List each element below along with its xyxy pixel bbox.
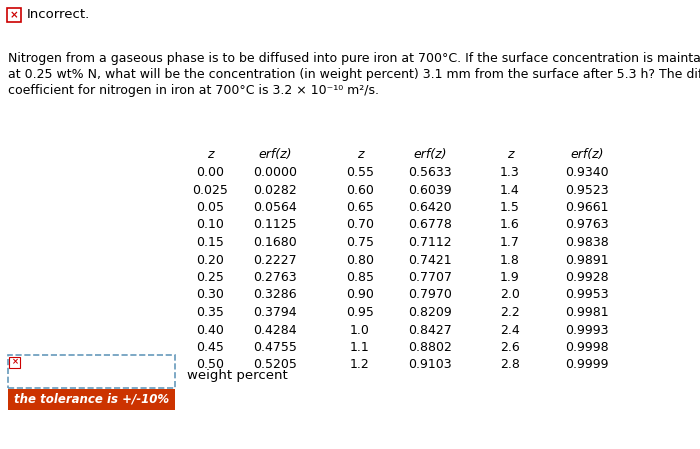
Text: 1.9: 1.9 [500, 271, 520, 284]
Text: 0.025: 0.025 [192, 184, 228, 197]
Text: 0.15: 0.15 [196, 236, 224, 249]
Text: 0.35: 0.35 [196, 306, 224, 319]
Text: 0.9763: 0.9763 [565, 219, 609, 232]
Text: 0.6420: 0.6420 [408, 201, 452, 214]
Text: ×: × [11, 357, 18, 366]
Text: weight percent: weight percent [187, 369, 288, 382]
Text: 0.9999: 0.9999 [566, 358, 609, 371]
Text: 0.9928: 0.9928 [565, 271, 609, 284]
Text: 0.9998: 0.9998 [565, 341, 609, 354]
Text: 0.8427: 0.8427 [408, 323, 452, 336]
Text: 0.0000: 0.0000 [253, 166, 297, 179]
Text: 0.25: 0.25 [196, 271, 224, 284]
Text: 0.7112: 0.7112 [408, 236, 452, 249]
Text: 2.2: 2.2 [500, 306, 520, 319]
Text: 0.1125: 0.1125 [253, 219, 297, 232]
Text: 1.1: 1.1 [350, 341, 370, 354]
Text: at 0.25 wt% N, what will be the concentration (in weight percent) 3.1 mm from th: at 0.25 wt% N, what will be the concentr… [8, 68, 700, 81]
Text: 0.30: 0.30 [196, 289, 224, 301]
Text: 0.85: 0.85 [346, 271, 374, 284]
Text: 0.8802: 0.8802 [408, 341, 452, 354]
Text: 0.2763: 0.2763 [253, 271, 297, 284]
Text: 2.8: 2.8 [500, 358, 520, 371]
Text: 0.60: 0.60 [346, 184, 374, 197]
Text: 0.9661: 0.9661 [566, 201, 609, 214]
Text: 0.45: 0.45 [196, 341, 224, 354]
Text: 2.0: 2.0 [500, 289, 520, 301]
Text: 0.1680: 0.1680 [253, 236, 297, 249]
Text: 0.9340: 0.9340 [565, 166, 609, 179]
Text: 0.40: 0.40 [196, 323, 224, 336]
Text: 0.9523: 0.9523 [565, 184, 609, 197]
Text: 1.0: 1.0 [350, 323, 370, 336]
Text: 0.4284: 0.4284 [253, 323, 297, 336]
Text: 0.70: 0.70 [346, 219, 374, 232]
Text: 0.10: 0.10 [196, 219, 224, 232]
Text: 0.7421: 0.7421 [408, 254, 452, 267]
Text: 1.3: 1.3 [500, 166, 520, 179]
Bar [7, 8, 21, 22]
Text: 0.0564: 0.0564 [253, 201, 297, 214]
Text: 0.5205: 0.5205 [253, 358, 297, 371]
Bar [9, 357, 20, 368]
Text: 0.9103: 0.9103 [408, 358, 452, 371]
Text: 0.5633: 0.5633 [408, 166, 452, 179]
Text: 0.0282: 0.0282 [253, 184, 297, 197]
Text: erf(z): erf(z) [570, 148, 603, 161]
Text: 0.20: 0.20 [196, 254, 224, 267]
Text: z: z [206, 148, 214, 161]
Text: 0.3286: 0.3286 [253, 289, 297, 301]
Bar [8, 355, 175, 388]
Text: 0.9953: 0.9953 [565, 289, 609, 301]
Text: 0.9838: 0.9838 [565, 236, 609, 249]
Bar [8, 389, 175, 410]
Text: 0.8209: 0.8209 [408, 306, 452, 319]
Text: 0.9891: 0.9891 [565, 254, 609, 267]
Text: 0.55: 0.55 [346, 166, 374, 179]
Text: 0.6039: 0.6039 [408, 184, 452, 197]
Text: 0.9993: 0.9993 [566, 323, 609, 336]
Text: 0.80: 0.80 [346, 254, 374, 267]
Text: 2.6: 2.6 [500, 341, 520, 354]
Text: erf(z): erf(z) [413, 148, 447, 161]
Text: 0.7707: 0.7707 [408, 271, 452, 284]
Text: 0.65: 0.65 [346, 201, 374, 214]
Text: 2.4: 2.4 [500, 323, 520, 336]
Text: 0.05: 0.05 [196, 201, 224, 214]
Text: 1.8: 1.8 [500, 254, 520, 267]
Text: 0.00: 0.00 [196, 166, 224, 179]
Text: 1.4: 1.4 [500, 184, 520, 197]
Text: 0.2227: 0.2227 [253, 254, 297, 267]
Text: 0.9981: 0.9981 [565, 306, 609, 319]
Text: ×: × [10, 10, 18, 20]
Text: 1.6: 1.6 [500, 219, 520, 232]
Text: 0.50: 0.50 [196, 358, 224, 371]
Text: 1.2: 1.2 [350, 358, 370, 371]
Text: coefficient for nitrogen in iron at 700°C is 3.2 × 10⁻¹⁰ m²/s.: coefficient for nitrogen in iron at 700°… [8, 84, 379, 97]
Text: Nitrogen from a gaseous phase is to be diffused into pure iron at 700°C. If the : Nitrogen from a gaseous phase is to be d… [8, 52, 700, 65]
Text: 1.7: 1.7 [500, 236, 520, 249]
Text: 0.75: 0.75 [346, 236, 374, 249]
Text: 0.7970: 0.7970 [408, 289, 452, 301]
Text: the tolerance is +/-10%: the tolerance is +/-10% [14, 393, 169, 406]
Text: 0.4755: 0.4755 [253, 341, 297, 354]
Text: z: z [357, 148, 363, 161]
Text: 0.6778: 0.6778 [408, 219, 452, 232]
Text: z: z [507, 148, 513, 161]
Text: 0.90: 0.90 [346, 289, 374, 301]
Text: 0.3794: 0.3794 [253, 306, 297, 319]
Text: Incorrect.: Incorrect. [27, 9, 90, 22]
Text: erf(z): erf(z) [258, 148, 292, 161]
Text: 1.5: 1.5 [500, 201, 520, 214]
Text: 0.95: 0.95 [346, 306, 374, 319]
